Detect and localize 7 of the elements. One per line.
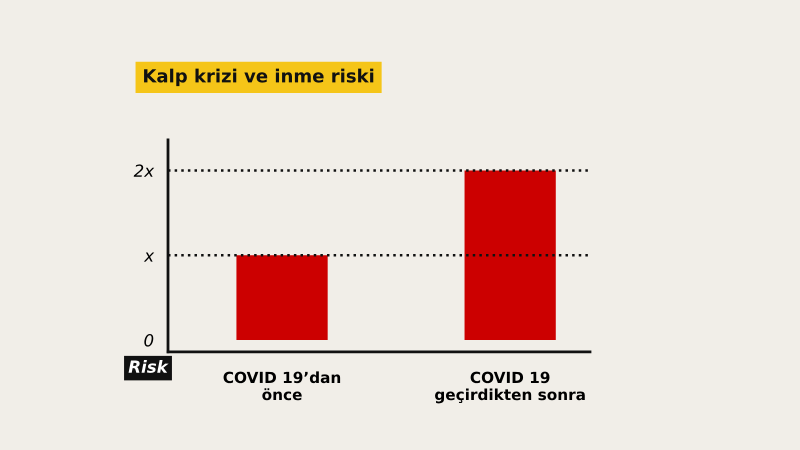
y-axis-title: Risk	[128, 360, 169, 373]
y-tick-label: 0	[144, 334, 154, 347]
y-tick-label: x	[144, 252, 154, 262]
x-tick-label: COVID 19’dan önce	[224, 371, 340, 400]
chart-title: Kalp krizi ve inme riski	[144, 68, 374, 86]
y-tick-label: 2x	[134, 164, 154, 177]
x-tick-label: COVID 19 geçirdikten sonra	[435, 372, 585, 404]
